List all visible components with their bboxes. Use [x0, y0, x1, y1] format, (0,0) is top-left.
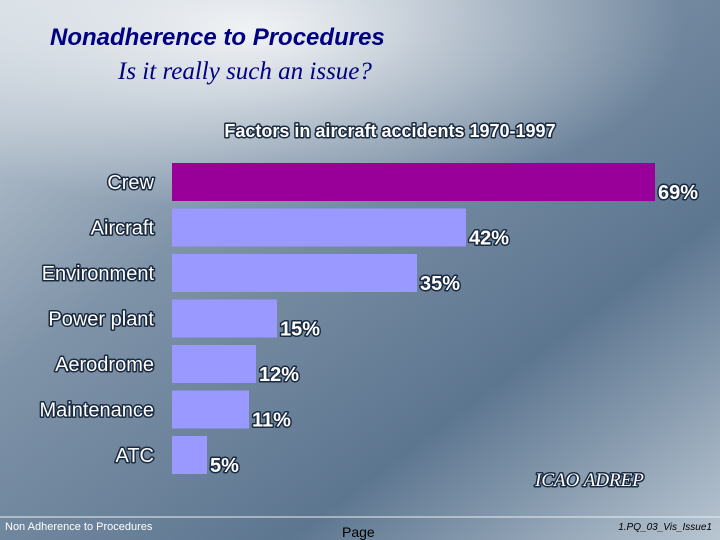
footer-left: Non Adherence to Procedures [5, 521, 153, 533]
value-label: 11% [252, 410, 291, 432]
value-label: 15% [280, 319, 320, 341]
category-label: Crew [107, 172, 154, 194]
value-label: 35% [420, 273, 460, 295]
bar [172, 299, 277, 338]
category-label: Environment [42, 263, 155, 285]
slide-title: Nonadherence to Procedures [50, 24, 385, 51]
bar [172, 390, 249, 429]
category-label: ATC [115, 445, 154, 467]
bar [172, 436, 207, 474]
bar [172, 345, 256, 383]
bar [172, 163, 655, 201]
source: ICAO ADREP [534, 470, 644, 491]
category-label: Aircraft [91, 218, 155, 240]
category-label: Maintenance [39, 400, 154, 422]
chart-title: Factors in aircraft accidents 1970-1997 [224, 121, 555, 141]
value-label: 42% [469, 228, 509, 250]
value-label: 5% [210, 455, 239, 477]
footer-right: 1.PQ_03_Vis_Issue1 [618, 522, 712, 533]
footer-center: Page [342, 524, 375, 540]
value-label: 69% [658, 182, 698, 204]
background-glow [0, 0, 720, 300]
value-label: 12% [259, 364, 299, 386]
bar [172, 208, 466, 247]
plot: Crew 69% Aircraft 42% Environment 35% Power pl… [38, 163, 700, 479]
slide-subtitle: Is it really such an issue? [117, 58, 372, 85]
bar [172, 254, 417, 292]
category-label: Aerodrome [55, 354, 154, 376]
category-label: Power plant [48, 309, 154, 331]
